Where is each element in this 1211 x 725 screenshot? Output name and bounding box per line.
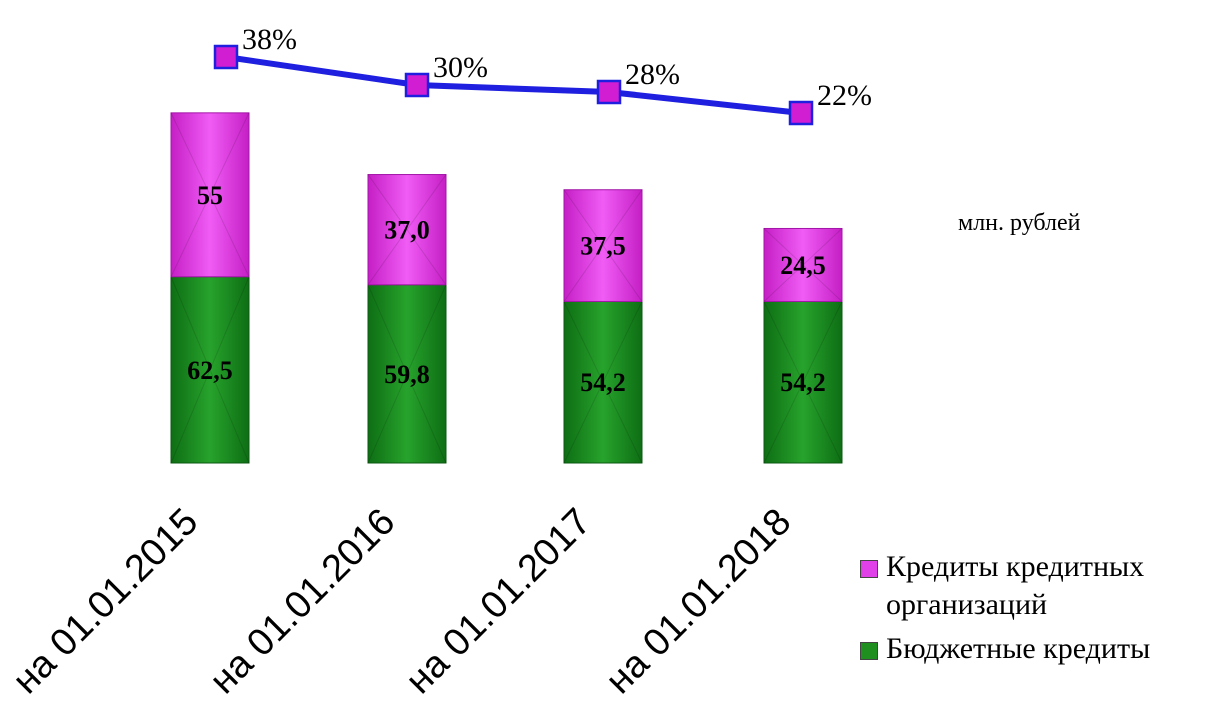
bar-bevel (170, 276, 250, 464)
bar-bevel (563, 189, 643, 302)
bar-credit-org-credits (563, 189, 643, 302)
bar-bevel (763, 228, 843, 302)
legend-swatch-magenta (860, 560, 878, 578)
data-label-budget: 54,2 (580, 368, 626, 397)
bar-bevel (367, 284, 447, 464)
share-line-marker (788, 100, 814, 126)
bar-bevel (563, 189, 643, 302)
share-line-marker (404, 72, 430, 98)
bar-budget-credits (170, 276, 250, 464)
data-label-credit-orgs: 24,5 (780, 251, 826, 280)
share-line-marker (213, 44, 239, 70)
bar-bevel (170, 276, 250, 464)
data-label-credit-orgs: 55 (197, 181, 223, 210)
share-line (225, 54, 802, 116)
data-label-budget: 62,5 (187, 356, 233, 385)
x-tick-label: на 01.01.2015 (5, 501, 206, 702)
bar-bevel (763, 301, 843, 464)
x-tick-label: на 01.01.2017 (398, 501, 599, 702)
bar-bevel (170, 112, 250, 277)
data-label-budget: 54,2 (780, 368, 826, 397)
legend: Кредиты кредитных организаций Бюджетные … (860, 548, 1210, 674)
bar-bevel (170, 112, 250, 277)
share-line-marker (596, 79, 622, 105)
bar-bevel (563, 301, 643, 464)
bar-budget-credits (563, 300, 643, 464)
bar-credit-org-credits (367, 174, 447, 286)
data-label-budget: 59,8 (384, 360, 430, 389)
legend-swatch-green (860, 642, 878, 660)
bar-bevel (763, 301, 843, 464)
bar-bevel (563, 301, 643, 464)
bar-bevel (367, 174, 447, 286)
bar-budget-credits (367, 284, 447, 464)
bar-credit-org-credits (763, 227, 843, 302)
share-line-label: 38% (242, 23, 297, 56)
x-tick-label: на 01.01.2016 (202, 501, 403, 702)
bar-budget-credits (763, 300, 843, 464)
unit-label: млн. рублей (958, 210, 1081, 236)
legend-label-budget: Бюджетные кредиты (886, 632, 1151, 665)
legend-item-credit-orgs: Кредиты кредитных организаций (860, 548, 1210, 624)
bar-credit-org-credits (170, 112, 250, 278)
bar-bevel (763, 228, 843, 302)
bar-bevel (367, 284, 447, 464)
bar-bevel (367, 174, 447, 286)
x-tick-label: на 01.01.2018 (598, 501, 799, 702)
data-label-credit-orgs: 37,0 (384, 216, 430, 245)
share-line-label: 30% (433, 51, 488, 84)
data-label-credit-orgs: 37,5 (580, 232, 626, 261)
legend-label-credit-orgs: Кредиты кредитных организаций (886, 550, 1145, 621)
share-line-label: 22% (817, 79, 872, 112)
legend-item-budget: Бюджетные кредиты (860, 630, 1210, 668)
share-line-label: 28% (625, 58, 680, 91)
